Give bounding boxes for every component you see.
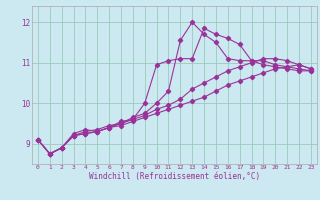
X-axis label: Windchill (Refroidissement éolien,°C): Windchill (Refroidissement éolien,°C): [89, 172, 260, 181]
